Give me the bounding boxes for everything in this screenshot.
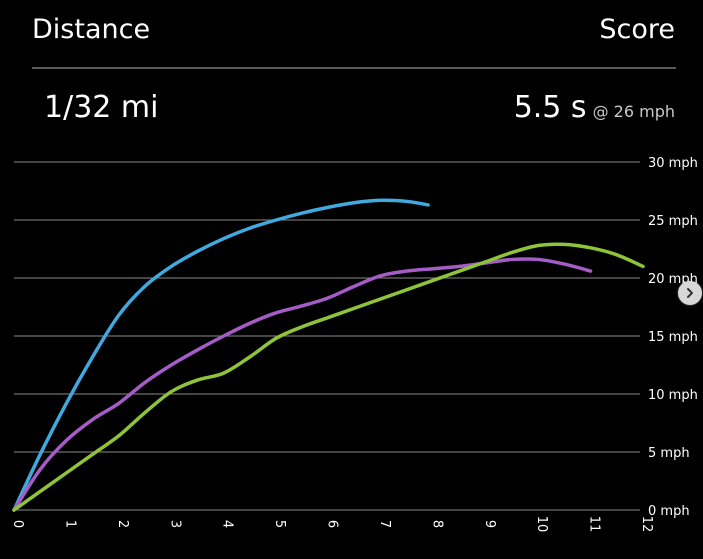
series-line-1 [12, 198, 430, 512]
y-tick-label: 25 mph [648, 214, 698, 229]
score-summary: 5.5 s @ 26 mph [514, 90, 675, 125]
score-speed: @ 26 mph [592, 102, 675, 121]
x-tick-label: 3 [167, 520, 182, 528]
chevron-right-glyph [687, 288, 693, 298]
x-tick-label: 5 [272, 520, 287, 528]
series-line-2 [12, 257, 593, 512]
y-tick-label: 0 mph [648, 504, 690, 519]
summary-row: 1/32 mi 5.5 s @ 26 mph [44, 90, 675, 130]
x-tick-label: 11 [587, 516, 602, 533]
y-tick-label: 15 mph [648, 330, 698, 345]
x-tick-label: 10 [534, 516, 549, 533]
distance-header: Distance [32, 14, 151, 45]
y-tick-label: 30 mph [648, 156, 698, 171]
x-tick-label: 9 [482, 520, 497, 528]
header-divider [32, 67, 676, 69]
y-tick-label: 5 mph [648, 446, 690, 461]
chevron-right-icon[interactable] [678, 281, 702, 305]
x-tick-label: 2 [115, 520, 130, 528]
x-tick-label: 0 [10, 520, 25, 528]
x-tick-label: 12 [639, 516, 654, 533]
series-line-3 [12, 242, 645, 512]
y-tick-label: 10 mph [648, 388, 698, 403]
x-tick-label: 6 [325, 520, 340, 528]
header-row: Distance Score [32, 14, 675, 50]
score-header: Score [599, 14, 675, 45]
x-tick-label: 1 [62, 520, 77, 528]
x-tick-label: 8 [429, 520, 444, 528]
x-tick-label: 7 [377, 520, 392, 528]
score-time: 5.5 s [513, 90, 587, 125]
distance-value: 1/32 mi [44, 90, 159, 125]
x-tick-label: 4 [220, 520, 235, 528]
